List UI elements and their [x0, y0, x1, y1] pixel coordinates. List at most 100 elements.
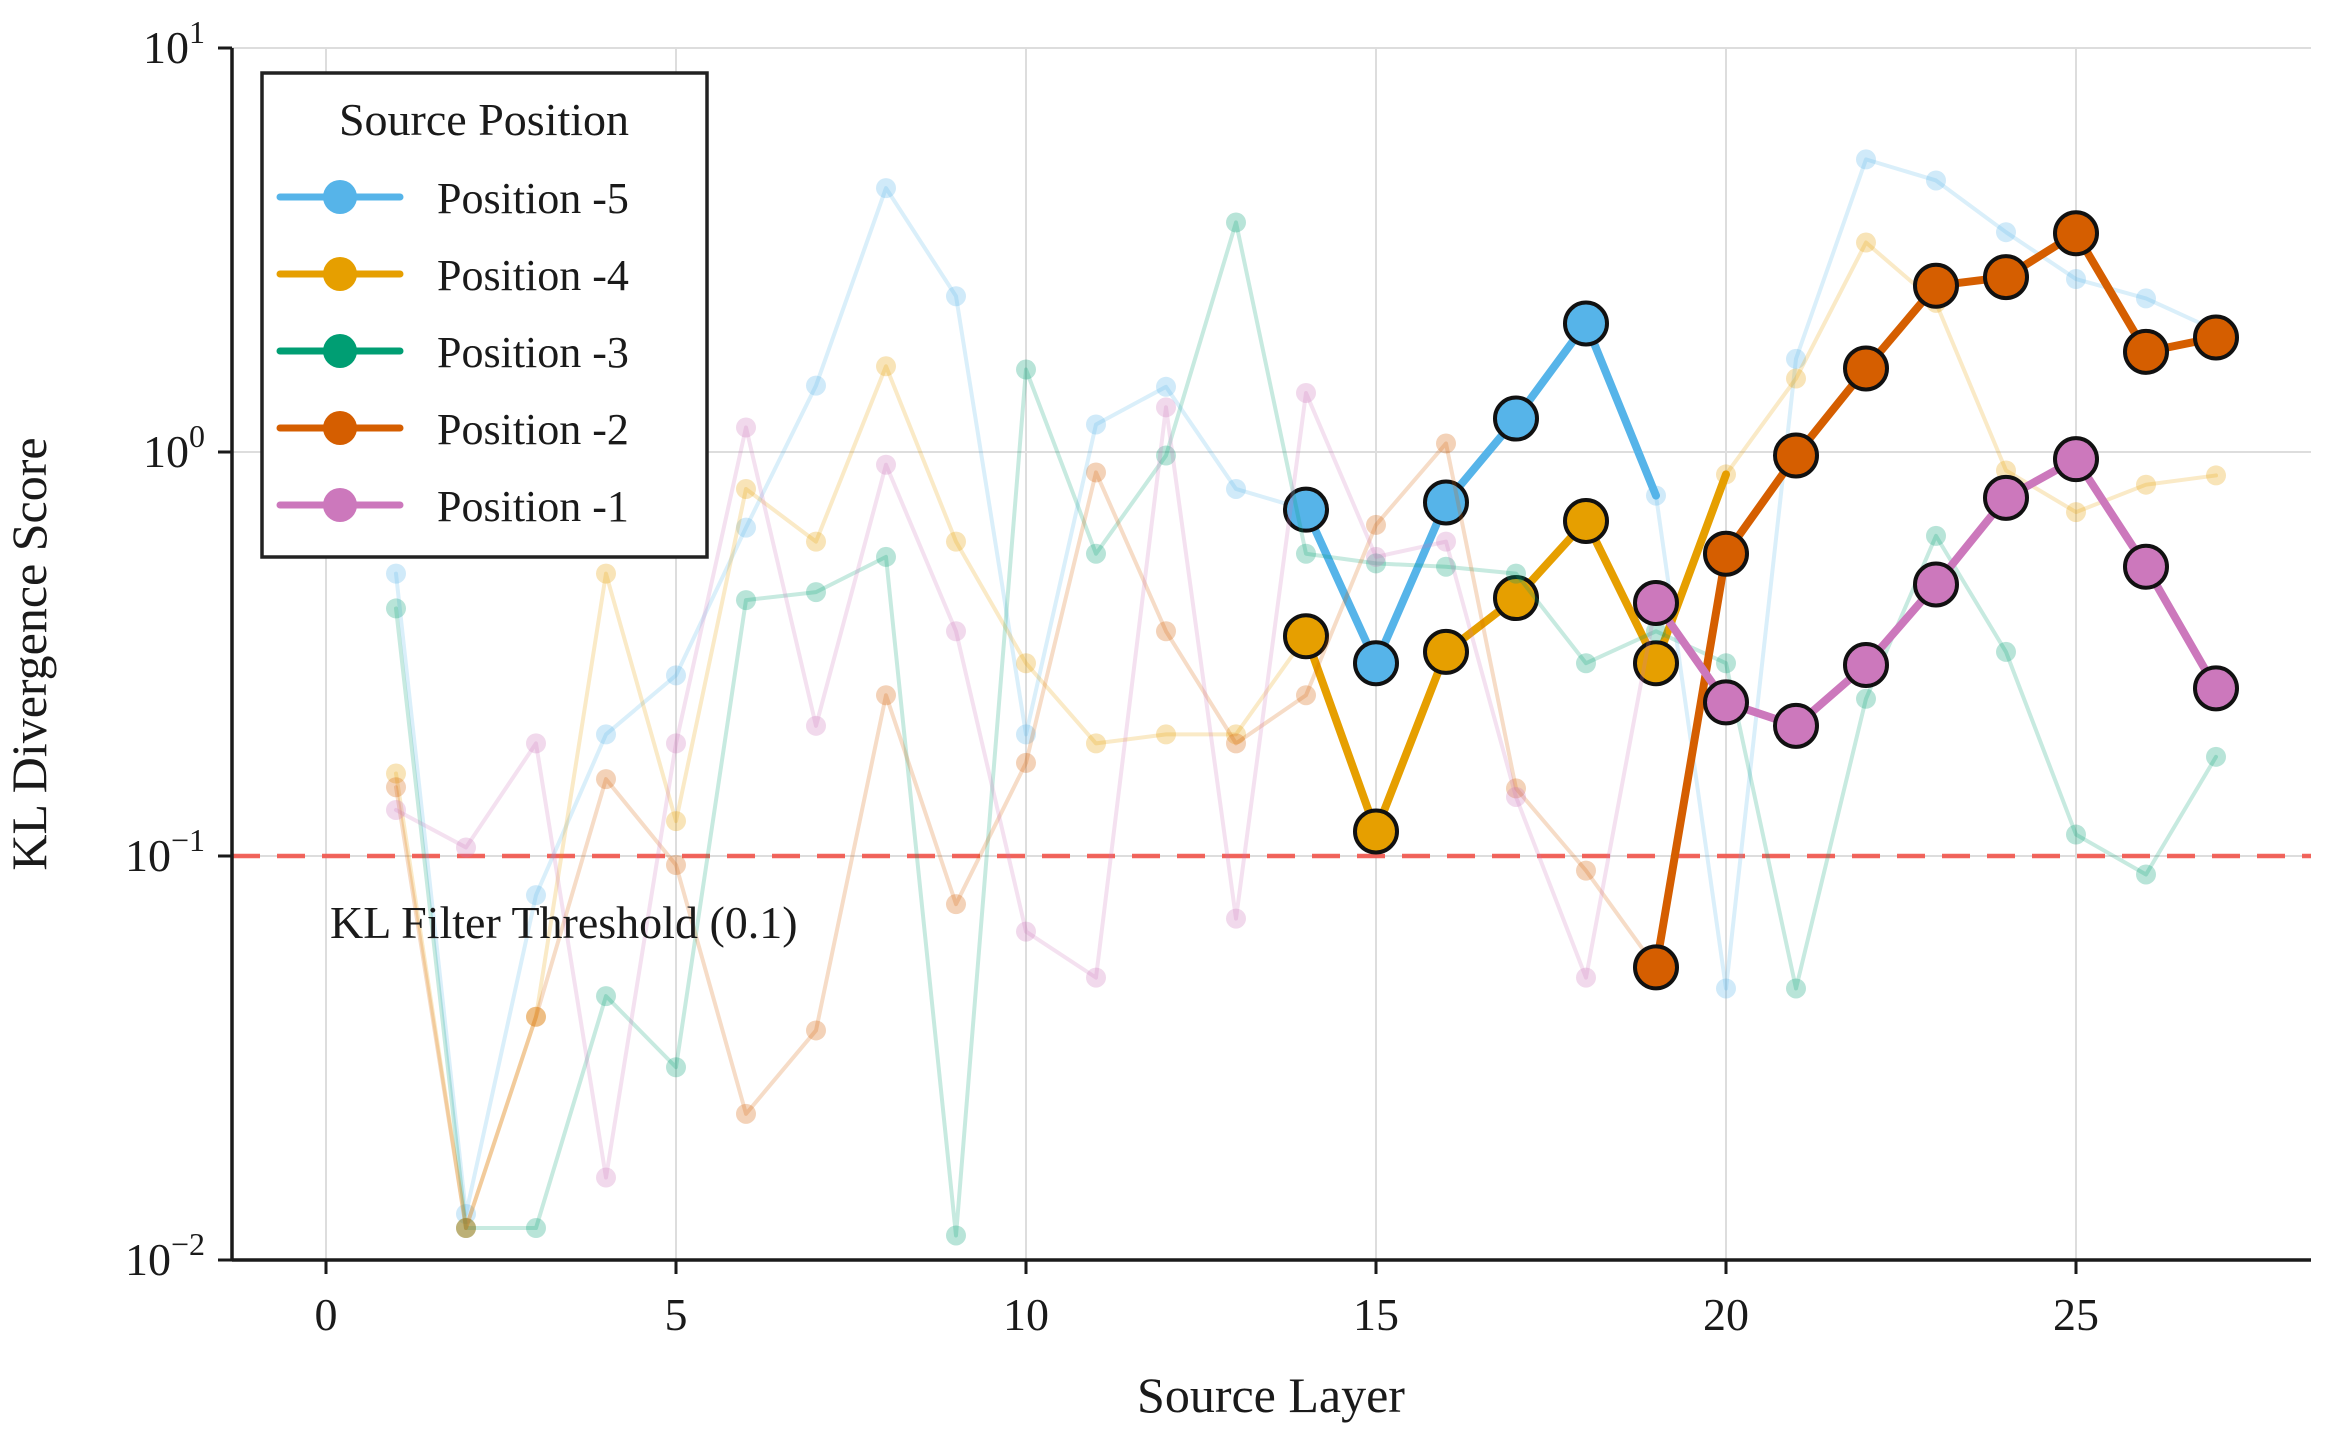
data-point — [1283, 486, 1329, 533]
y-tick-label: 10−2 — [125, 1226, 205, 1285]
data-point — [1843, 345, 1889, 392]
position--5-faint-line — [1654, 157, 2218, 991]
data-point-small — [946, 621, 966, 642]
data-point-small — [666, 733, 686, 754]
legend-entry-position--1: Position -1 — [276, 482, 629, 531]
legend-entry-label: Position -2 — [437, 405, 629, 454]
series-position--1 — [386, 382, 2239, 1188]
legend-entry-position--2: Position -2 — [276, 405, 629, 454]
data-point-small — [1786, 978, 1806, 999]
data-point-small — [736, 517, 756, 538]
data-point-small — [666, 665, 686, 686]
data-point-small — [1016, 653, 1036, 674]
data-point-small — [1086, 543, 1106, 564]
data-point-small — [1086, 733, 1106, 754]
data-point — [1353, 808, 1399, 855]
data-point-small — [456, 837, 476, 858]
position--2-faint-line — [394, 441, 1658, 1231]
data-point-small — [1016, 752, 1036, 773]
data-point-small — [1016, 724, 1036, 745]
data-point-small — [1926, 525, 1946, 546]
legend-entry-label: Position -5 — [437, 174, 629, 223]
data-point — [1423, 628, 1469, 675]
data-point-small — [806, 1020, 826, 1041]
data-point-small — [1716, 653, 1736, 674]
data-point-small — [1436, 556, 1456, 577]
data-point-small — [596, 563, 616, 584]
data-point-small — [1156, 397, 1176, 418]
data-point-small — [386, 598, 406, 619]
data-point-small — [1996, 641, 2016, 662]
data-point-small — [526, 1006, 546, 1027]
data-point-small — [1786, 348, 1806, 369]
series-layer — [386, 149, 2239, 1246]
data-point-small — [1786, 368, 1806, 389]
data-point-small — [386, 763, 406, 784]
legend-swatch-dot-icon — [323, 180, 357, 214]
data-point-small — [1226, 724, 1246, 745]
data-point-small — [1366, 514, 1386, 535]
series-position--2 — [386, 210, 2239, 1239]
data-point-small — [526, 733, 546, 754]
data-point-small — [1156, 445, 1176, 466]
data-point-small — [1576, 653, 1596, 674]
data-point-small — [596, 769, 616, 790]
series-position--5 — [386, 149, 2226, 1224]
data-point — [1283, 613, 1329, 660]
data-point-small — [876, 685, 896, 706]
data-point-small — [1296, 543, 1316, 564]
data-point-small — [1506, 563, 1526, 584]
data-point-small — [2136, 474, 2156, 495]
data-point-small — [736, 1103, 756, 1124]
y-axis-title: KL Divergence Score — [1, 437, 57, 870]
data-point-small — [386, 563, 406, 584]
data-point-small — [1016, 921, 1036, 942]
data-point-small — [1366, 546, 1386, 567]
data-point-small — [596, 724, 616, 745]
data-point-small — [1156, 724, 1176, 745]
data-point-small — [1016, 359, 1036, 380]
axes-layer: 0 5 10 15 20 25 101 100 10−1 10−2 — [125, 14, 2311, 1340]
data-point-small — [666, 811, 686, 832]
data-point — [2053, 210, 2099, 257]
data-point-small — [666, 1057, 686, 1078]
y-tick-label: 100 — [143, 418, 205, 477]
position--4-faint-line — [394, 364, 1308, 1231]
data-point — [1563, 300, 1609, 347]
data-point-small — [876, 356, 896, 377]
data-point-small — [1716, 978, 1736, 999]
data-point-small — [736, 590, 756, 611]
data-point-small — [456, 1203, 476, 1224]
data-point-small — [1576, 860, 1596, 881]
data-point-small — [1226, 733, 1246, 754]
x-tick-label: 0 — [315, 1289, 338, 1340]
data-point — [2123, 328, 2169, 375]
data-point-small — [596, 1167, 616, 1188]
data-point — [1773, 702, 1819, 749]
data-point-small — [876, 546, 896, 567]
data-point — [1423, 479, 1469, 526]
data-point-small — [456, 1218, 476, 1239]
data-point-small — [806, 582, 826, 603]
legend-swatch-dot-icon — [323, 411, 357, 445]
x-tick-label: 10 — [1003, 1289, 1049, 1340]
data-point-small — [386, 777, 406, 798]
data-point-small — [1436, 433, 1456, 454]
data-point-small — [736, 417, 756, 438]
data-point-small — [2066, 269, 2086, 290]
legend-box — [260, 71, 709, 559]
data-point — [1983, 254, 2029, 301]
data-point-small — [456, 1218, 476, 1239]
data-point — [2193, 665, 2239, 712]
x-tick-label: 25 — [2053, 1289, 2099, 1340]
legend-entry-label: Position -4 — [437, 251, 629, 300]
data-point-small — [1226, 212, 1246, 233]
data-point — [2123, 543, 2169, 590]
position--5-faint-line — [394, 186, 1308, 1216]
data-point-small — [1436, 531, 1456, 552]
data-point-small — [2206, 465, 2226, 486]
data-point-small — [876, 454, 896, 475]
data-point — [1843, 642, 1889, 689]
data-point-small — [1296, 382, 1316, 403]
